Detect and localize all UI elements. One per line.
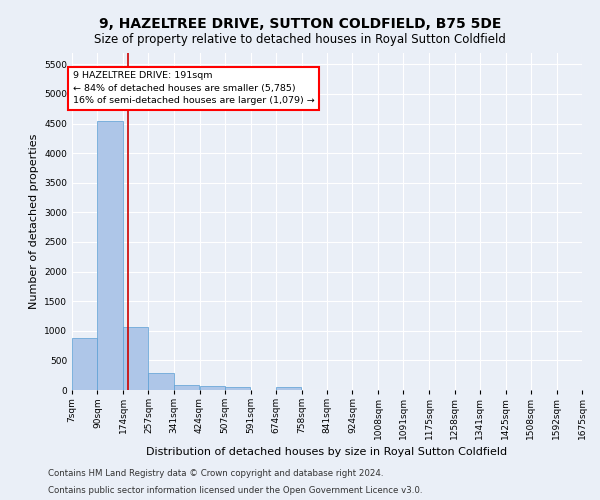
Bar (199, 386, 225, 390)
Text: 9 HAZELTREE DRIVE: 191sqm
← 84% of detached houses are smaller (5,785)
16% of se: 9 HAZELTREE DRIVE: 191sqm ← 84% of detac… (73, 72, 314, 106)
Bar (123, 327, 148, 390)
Y-axis label: Number of detached properties: Number of detached properties (29, 134, 38, 309)
Text: 9, HAZELTREE DRIVE, SUTTON COLDFIELD, B75 5DE: 9, HAZELTREE DRIVE, SUTTON COLDFIELD, B7… (99, 18, 501, 32)
X-axis label: Distribution of detached houses by size in Royal Sutton Coldfield: Distribution of detached houses by size … (146, 448, 508, 458)
Text: Contains public sector information licensed under the Open Government Licence v3: Contains public sector information licen… (48, 486, 422, 495)
Text: Size of property relative to detached houses in Royal Sutton Coldfield: Size of property relative to detached ho… (94, 32, 506, 46)
Bar (72, 338, 97, 390)
Bar (148, 373, 173, 390)
Bar (97, 120, 122, 390)
Text: Contains HM Land Registry data © Crown copyright and database right 2024.: Contains HM Land Registry data © Crown c… (48, 468, 383, 477)
Bar (225, 386, 250, 390)
Bar (174, 384, 199, 390)
Bar (276, 388, 301, 390)
